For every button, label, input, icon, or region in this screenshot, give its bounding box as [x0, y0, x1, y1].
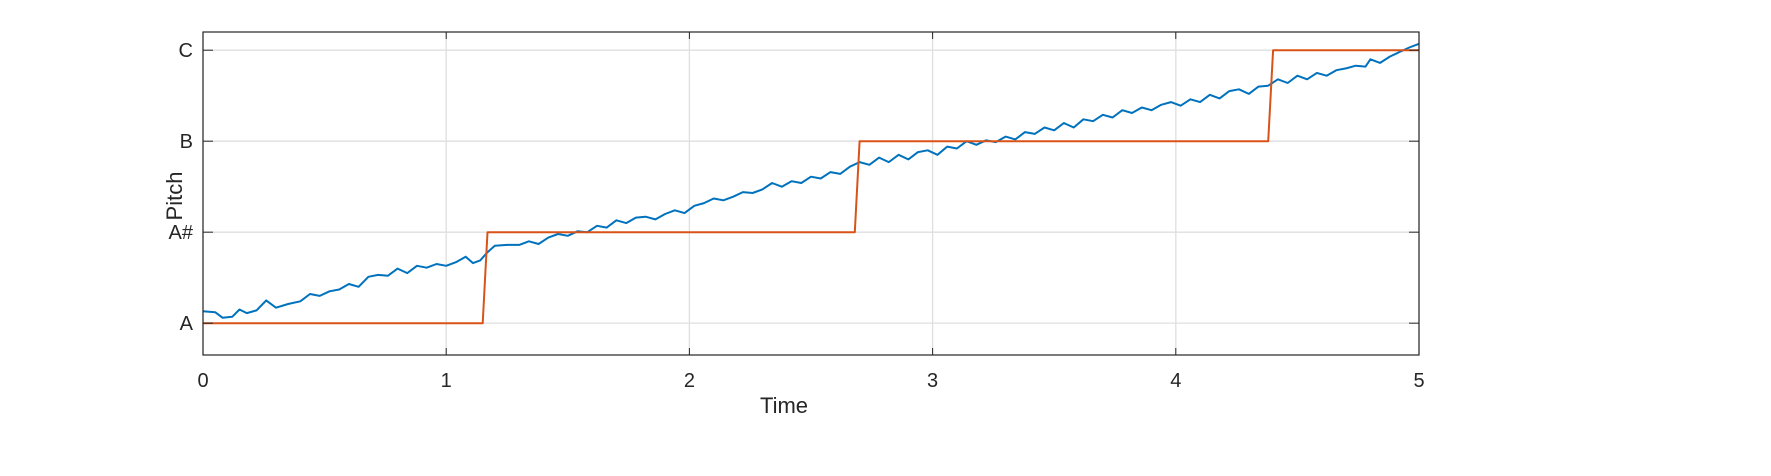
x-tick-label: 0: [197, 370, 208, 392]
y-tick-label: A: [180, 313, 194, 335]
x-axis-label: Time: [760, 393, 808, 418]
y-axis-label: Pitch: [162, 172, 187, 221]
series-layer: [202, 42, 1420, 325]
x-tick-label: 5: [1413, 370, 1424, 392]
x-tick-label: 1: [441, 370, 452, 392]
y-tick-label: A#: [169, 222, 194, 244]
y-tick-label: C: [179, 40, 193, 62]
x-tick-label: 4: [1170, 370, 1181, 392]
plot-frame: [202, 31, 1420, 356]
series-line-pitch-estimate: [202, 42, 1420, 319]
x-tick-label: 2: [684, 370, 695, 392]
plot-background: [203, 32, 1419, 355]
y-tick-label: B: [180, 131, 193, 153]
x-tick-label: 3: [927, 370, 938, 392]
series-line-note-steps: [203, 49, 1419, 325]
axes-layer: 0 1 2 3 4 5 A A# B C: [169, 31, 1425, 392]
